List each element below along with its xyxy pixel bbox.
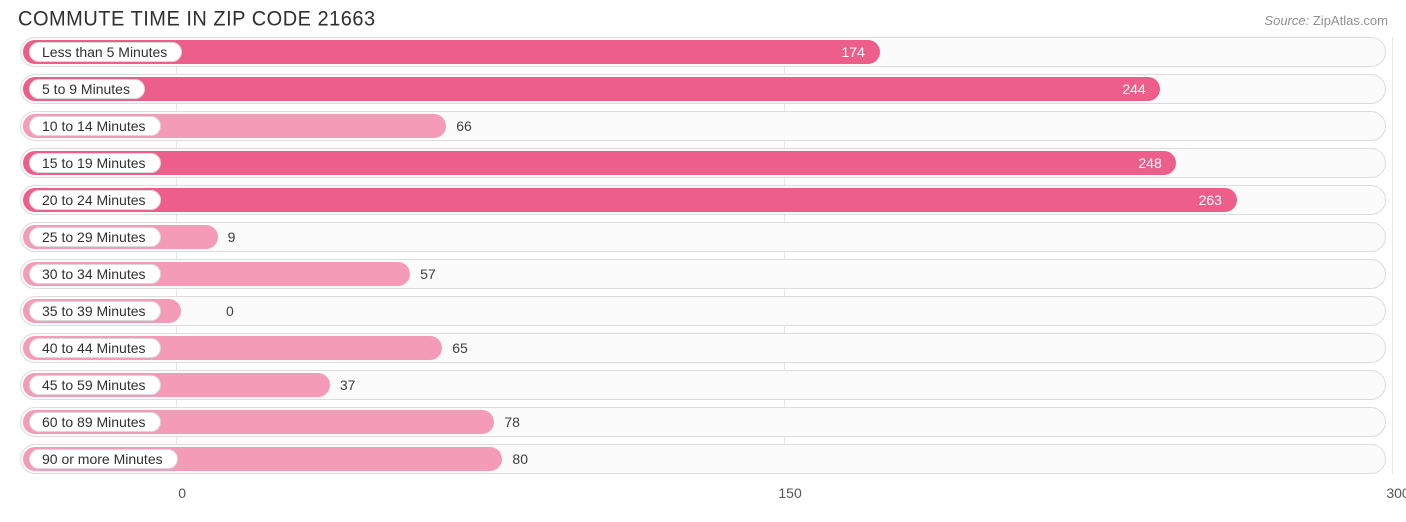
bar-row: 25 to 29 Minutes 9 xyxy=(20,222,1386,252)
category-pill: 15 to 19 Minutes xyxy=(29,153,161,173)
value-label: 78 xyxy=(494,408,532,436)
bar xyxy=(23,151,1176,175)
bar-row: 15 to 19 Minutes 248 xyxy=(20,148,1386,178)
value-label: 244 xyxy=(1112,75,1157,103)
axis-tick: 150 xyxy=(778,485,801,501)
bar-row: 10 to 14 Minutes 66 xyxy=(20,111,1386,141)
category-pill: 20 to 24 Minutes xyxy=(29,190,161,210)
value-label: 263 xyxy=(1189,186,1234,214)
source-label: Source: xyxy=(1264,13,1309,28)
bar-row: 60 to 89 Minutes 78 xyxy=(20,407,1386,437)
value-label: 37 xyxy=(330,371,368,399)
value-label: 9 xyxy=(218,223,248,251)
category-pill: 90 or more Minutes xyxy=(29,449,178,469)
source-value: ZipAtlas.com xyxy=(1313,13,1388,28)
bar-row: 5 to 9 Minutes 244 xyxy=(20,74,1386,104)
axis-tick: 300 xyxy=(1386,485,1406,501)
chart-title: COMMUTE TIME IN ZIP CODE 21663 xyxy=(18,7,376,31)
value-label: 65 xyxy=(442,334,480,362)
value-label: 66 xyxy=(446,112,484,140)
bar-row: Less than 5 Minutes 174 xyxy=(20,37,1386,67)
x-axis: 0150300 xyxy=(14,481,1392,507)
bar-row: 20 to 24 Minutes 263 xyxy=(20,185,1386,215)
category-pill: 5 to 9 Minutes xyxy=(29,79,145,99)
category-pill: 40 to 44 Minutes xyxy=(29,338,161,358)
value-label: 0 xyxy=(216,297,246,325)
chart-header: COMMUTE TIME IN ZIP CODE 21663 Source: Z… xyxy=(14,8,1392,37)
bar-row: 35 to 39 Minutes 0 xyxy=(20,296,1386,326)
value-label: 248 xyxy=(1128,149,1173,177)
value-label: 57 xyxy=(410,260,448,288)
bar-row: 30 to 34 Minutes 57 xyxy=(20,259,1386,289)
bar-row: 45 to 59 Minutes 37 xyxy=(20,370,1386,400)
bar-row: 90 or more Minutes 80 xyxy=(20,444,1386,474)
bar xyxy=(23,188,1237,212)
category-pill: 35 to 39 Minutes xyxy=(29,301,161,321)
value-label: 174 xyxy=(832,38,877,66)
bar xyxy=(23,77,1160,101)
axis-tick: 0 xyxy=(178,485,186,501)
category-pill: Less than 5 Minutes xyxy=(29,42,182,62)
category-pill: 30 to 34 Minutes xyxy=(29,264,161,284)
value-label: 80 xyxy=(502,445,540,473)
chart-source: Source: ZipAtlas.com xyxy=(1264,13,1388,28)
category-pill: 10 to 14 Minutes xyxy=(29,116,161,136)
gridline xyxy=(1392,37,1393,474)
bar-row: 40 to 44 Minutes 65 xyxy=(20,333,1386,363)
bars-area: Less than 5 Minutes 174 5 to 9 Minutes 244 1… xyxy=(14,37,1392,474)
category-pill: 45 to 59 Minutes xyxy=(29,375,161,395)
category-pill: 25 to 29 Minutes xyxy=(29,227,161,247)
commute-time-chart: COMMUTE TIME IN ZIP CODE 21663 Source: Z… xyxy=(0,0,1406,522)
category-pill: 60 to 89 Minutes xyxy=(29,412,161,432)
